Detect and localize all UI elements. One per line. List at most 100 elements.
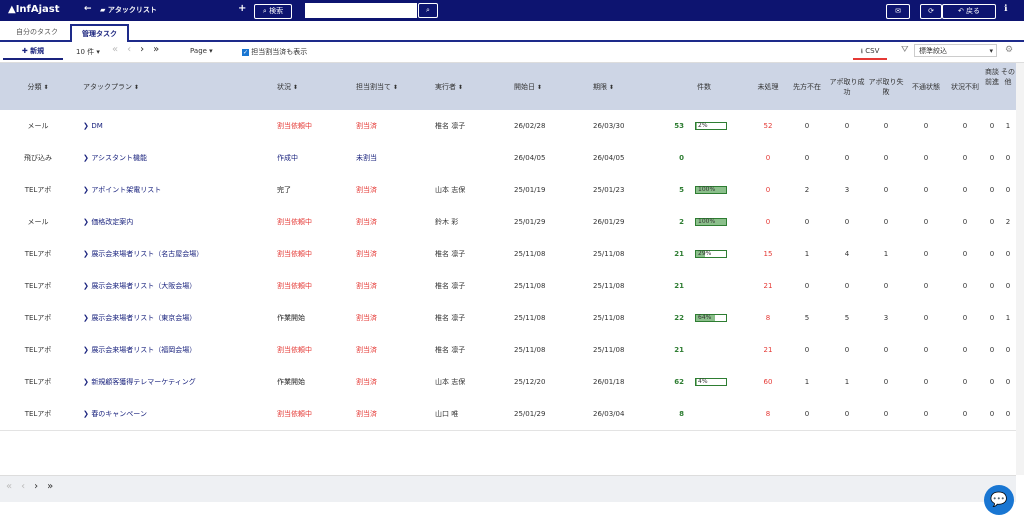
result-count: 0 bbox=[989, 154, 995, 162]
start-date: 26/02/28 bbox=[514, 122, 546, 130]
executor: 椎名 凛子 bbox=[435, 346, 466, 354]
result-count: 0 bbox=[844, 122, 850, 130]
count: 21 bbox=[674, 282, 684, 290]
column-header[interactable]: 開始日 bbox=[514, 82, 589, 93]
csv-button[interactable]: ⭳ CSV bbox=[853, 44, 887, 60]
column-header: 商談前進 bbox=[985, 68, 999, 86]
back-arrow[interactable]: ← bbox=[84, 4, 92, 14]
info-icon[interactable]: ℹ bbox=[1004, 4, 1008, 14]
count: 21 bbox=[674, 250, 684, 258]
result-count: 0 bbox=[1005, 410, 1011, 418]
result-count: 0 bbox=[844, 154, 850, 162]
result-count: 0 bbox=[923, 122, 929, 130]
count: 62 bbox=[674, 378, 684, 386]
progress-fill bbox=[696, 219, 726, 225]
new-button[interactable]: ✚ 新規 bbox=[3, 44, 63, 60]
refresh-button[interactable]: ⟳ bbox=[920, 4, 942, 19]
plan-link[interactable]: DM bbox=[83, 110, 273, 142]
scrollbar bbox=[1016, 63, 1024, 475]
page-size[interactable]: 10 件 ▾ bbox=[76, 48, 100, 56]
status: 割当依頼中 bbox=[277, 250, 312, 258]
column-header[interactable]: 状況 bbox=[277, 82, 352, 93]
result-count: 1 bbox=[1005, 122, 1011, 130]
back-button[interactable]: ↶ 戻る bbox=[942, 4, 996, 19]
column-header[interactable]: 担当割当て bbox=[356, 82, 431, 93]
result-count: 0 bbox=[883, 282, 889, 290]
pager[interactable]: «‹›» bbox=[6, 481, 63, 492]
plan-link[interactable]: 展示会来場者リスト（大阪会場） bbox=[83, 270, 273, 302]
top-bar: ▲InfAjast ← ▰ アタックリスト + ⌕ 検索 ⌕ ✉ ⟳ ↶ 戻る … bbox=[0, 0, 1024, 21]
category: TELアポ bbox=[24, 314, 52, 322]
column-header[interactable]: 分類 bbox=[8, 82, 68, 93]
count: 21 bbox=[674, 346, 684, 354]
tab-active[interactable]: 管理タスク bbox=[70, 24, 129, 42]
filter-icon[interactable]: ⛛ bbox=[901, 45, 909, 55]
plan-link[interactable]: 新規顧客獲得テレマーケティング bbox=[83, 366, 273, 398]
pager[interactable]: «‹›» bbox=[112, 44, 169, 55]
start-date: 25/11/08 bbox=[514, 314, 546, 322]
status: 割当依頼中 bbox=[277, 218, 312, 226]
plan-link[interactable]: 展示会来場者リスト（東京会場） bbox=[83, 302, 273, 334]
result-count: 0 bbox=[923, 378, 929, 386]
result-count: 0 bbox=[989, 346, 995, 354]
assignment: 割当済 bbox=[356, 314, 377, 322]
plan-link[interactable]: アシスタント機能 bbox=[83, 142, 273, 174]
result-count: 0 bbox=[1005, 346, 1011, 354]
plan-link[interactable]: 価格改定案内 bbox=[83, 206, 273, 238]
executor: 山口 唯 bbox=[435, 410, 459, 418]
result-count: 0 bbox=[1005, 154, 1011, 162]
progress-label: 29% bbox=[698, 250, 712, 257]
result-count: 0 bbox=[804, 346, 810, 354]
executor: 山本 志保 bbox=[435, 186, 466, 194]
result-count: 0 bbox=[923, 218, 929, 226]
page-menu[interactable]: Page ▾ bbox=[190, 47, 213, 55]
search-input[interactable] bbox=[305, 3, 417, 18]
result-count: 0 bbox=[1005, 378, 1011, 386]
start-date: 25/12/20 bbox=[514, 378, 546, 386]
result-count: 1 bbox=[1005, 314, 1011, 322]
add-icon[interactable]: + bbox=[238, 3, 247, 14]
result-count: 0 bbox=[989, 314, 995, 322]
unprocessed: 8 bbox=[765, 314, 771, 322]
result-count: 0 bbox=[989, 250, 995, 258]
column-header[interactable]: アタックプラン bbox=[83, 82, 273, 93]
category: TELアポ bbox=[24, 282, 52, 290]
result-count: 0 bbox=[962, 250, 968, 258]
result-count: 0 bbox=[804, 154, 810, 162]
tab[interactable]: 自分のタスク bbox=[16, 28, 58, 36]
search-button[interactable]: ⌕ 検索 bbox=[254, 4, 292, 19]
result-count: 0 bbox=[962, 154, 968, 162]
logo: ▲InfAjast bbox=[8, 4, 60, 15]
table-row: TELアポ 展示会来場者リスト（大阪会場） 割当依頼中 割当済 椎名 凛子 25/11/0… bbox=[0, 270, 1016, 303]
progress-fill bbox=[696, 187, 726, 193]
plan-link[interactable]: 展示会来場者リスト（福岡会場） bbox=[83, 334, 273, 366]
settings-icon[interactable]: ⚙ bbox=[1005, 45, 1014, 55]
table-row: TELアポ 展示会来場者リスト（東京会場） 作業開始 割当済 椎名 凛子 25/11/08… bbox=[0, 302, 1016, 335]
progress-label: 2% bbox=[698, 122, 708, 129]
filter-select[interactable]: 標準絞込 ▾ bbox=[914, 44, 997, 57]
assignment: 割当済 bbox=[356, 186, 377, 194]
start-date: 25/11/08 bbox=[514, 282, 546, 290]
filter-label: 標準絞込 bbox=[919, 47, 947, 55]
result-count: 1 bbox=[883, 250, 889, 258]
column-header: アポ取り成功 bbox=[829, 78, 865, 96]
plan-link[interactable]: アポイント架電リスト bbox=[83, 174, 273, 206]
result-count: 1 bbox=[804, 250, 810, 258]
progress-label: 64% bbox=[698, 314, 712, 321]
result-count: 0 bbox=[989, 410, 995, 418]
chat-widget[interactable]: 💬 bbox=[984, 485, 1014, 515]
result-count: 0 bbox=[989, 282, 995, 290]
column-header: 未処理 bbox=[757, 83, 779, 91]
column-header[interactable]: 実行者 bbox=[435, 82, 510, 93]
plan-link[interactable]: 展示会来場者リスト（名古屋会場） bbox=[83, 238, 273, 270]
show-assigned[interactable]: ✓ 担当割当済も表示 bbox=[242, 48, 308, 56]
column-header[interactable]: 期限 bbox=[593, 82, 668, 93]
plan-link[interactable]: 春のキャンペーン bbox=[83, 398, 273, 430]
count: 8 bbox=[679, 410, 684, 418]
tabs: 自分のタスク 管理タスク bbox=[0, 21, 1024, 42]
search-go[interactable]: ⌕ bbox=[418, 3, 438, 18]
category: TELアポ bbox=[24, 346, 52, 354]
chat-button[interactable]: ✉ bbox=[886, 4, 910, 19]
